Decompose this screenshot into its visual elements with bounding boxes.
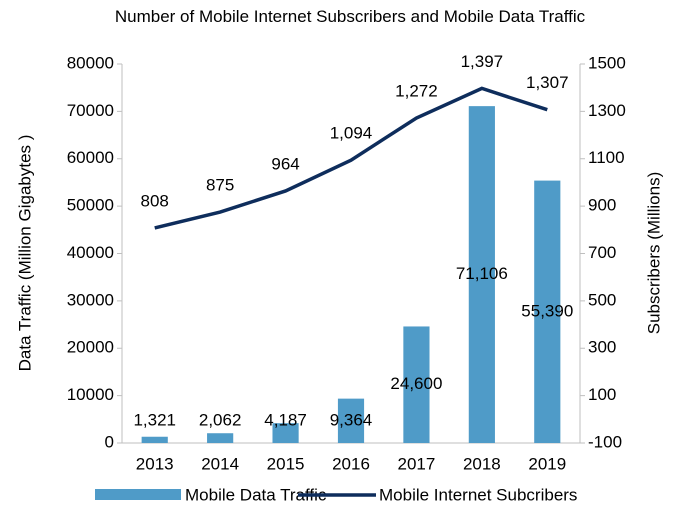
- y-tick-label: 60000: [67, 148, 114, 167]
- bar: [207, 433, 234, 443]
- x-tick-label: 2015: [267, 454, 305, 473]
- y2-tick-label: 1500: [588, 53, 626, 72]
- y-tick-label: 50000: [67, 196, 114, 215]
- y-tick-label: 0: [105, 432, 114, 451]
- bar: [272, 423, 299, 443]
- line-value-label: 1,307: [526, 73, 569, 92]
- y2-tick-label: 300: [588, 338, 616, 357]
- bar-value-label: 1,321: [133, 410, 176, 429]
- bar: [337, 398, 365, 443]
- y-tick-label: 70000: [67, 101, 114, 120]
- y2-tick-label: -100: [588, 432, 622, 451]
- line-value-label: 964: [271, 154, 299, 173]
- line-value-label: 1,272: [395, 81, 438, 100]
- x-tick-label: 2014: [201, 454, 239, 473]
- legend-label: Mobile Internet Subcribers: [379, 485, 577, 504]
- y2-tick-label: 900: [588, 196, 616, 215]
- y-tick-label: 10000: [67, 385, 114, 404]
- x-tick-label: 2013: [136, 454, 174, 473]
- y-tick-label: 20000: [67, 338, 114, 357]
- chart-title: Number of Mobile Internet Subscribers an…: [114, 7, 586, 26]
- line-value-label: 1,094: [330, 124, 373, 143]
- line: [154, 86, 548, 230]
- line-value-label: 808: [141, 191, 169, 210]
- bar-value-label: 55,390: [521, 301, 573, 320]
- y-tick-label: 40000: [67, 243, 114, 262]
- bar: [141, 436, 168, 443]
- y-tick-label: 80000: [67, 53, 114, 72]
- y2-tick-label: 100: [588, 385, 616, 404]
- legend-swatch: [95, 489, 181, 500]
- y-tick-label: 30000: [67, 290, 114, 309]
- bar: [534, 180, 561, 443]
- y2-tick-label: 500: [588, 290, 616, 309]
- bar-value-label: 4,187: [264, 410, 307, 429]
- bar-value-label: 9,364: [330, 410, 373, 429]
- x-tick-label: 2019: [528, 454, 566, 473]
- legend-label: Mobile Data Traffic: [185, 485, 327, 504]
- x-tick-label: 2016: [332, 454, 370, 473]
- y2-tick-label: 1300: [588, 101, 626, 120]
- line-value-label: 1,397: [461, 52, 504, 71]
- bar-value-label: 2,062: [199, 410, 242, 429]
- y2-axis-title: Subscribers (Millions): [644, 172, 663, 334]
- bar-value-label: 24,600: [390, 374, 442, 393]
- x-tick-label: 2018: [463, 454, 501, 473]
- x-tick-label: 2017: [398, 454, 436, 473]
- bar-value-label: 71,106: [456, 264, 508, 283]
- bar: [468, 106, 495, 444]
- y2-tick-label: 700: [588, 243, 616, 262]
- y2-tick-label: 1100: [588, 148, 625, 167]
- bar: [403, 326, 430, 443]
- y-axis-title: Data Traffic (Million Gigabytes ): [15, 135, 34, 372]
- line-value-label: 875: [206, 176, 234, 195]
